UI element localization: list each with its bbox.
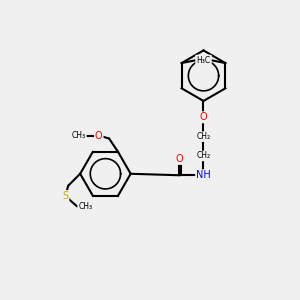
Text: CH₃: CH₃ [78, 202, 92, 211]
Text: CH₃: CH₃ [197, 56, 211, 64]
Text: O: O [200, 112, 207, 122]
Text: CH₂: CH₂ [196, 132, 211, 141]
Text: H₃C: H₃C [196, 56, 210, 64]
Text: S: S [62, 191, 68, 201]
Text: CH₃: CH₃ [72, 131, 86, 140]
Text: O: O [95, 130, 103, 141]
Text: NH: NH [196, 170, 211, 180]
Text: CH₂: CH₂ [196, 152, 211, 160]
Text: O: O [176, 154, 184, 164]
